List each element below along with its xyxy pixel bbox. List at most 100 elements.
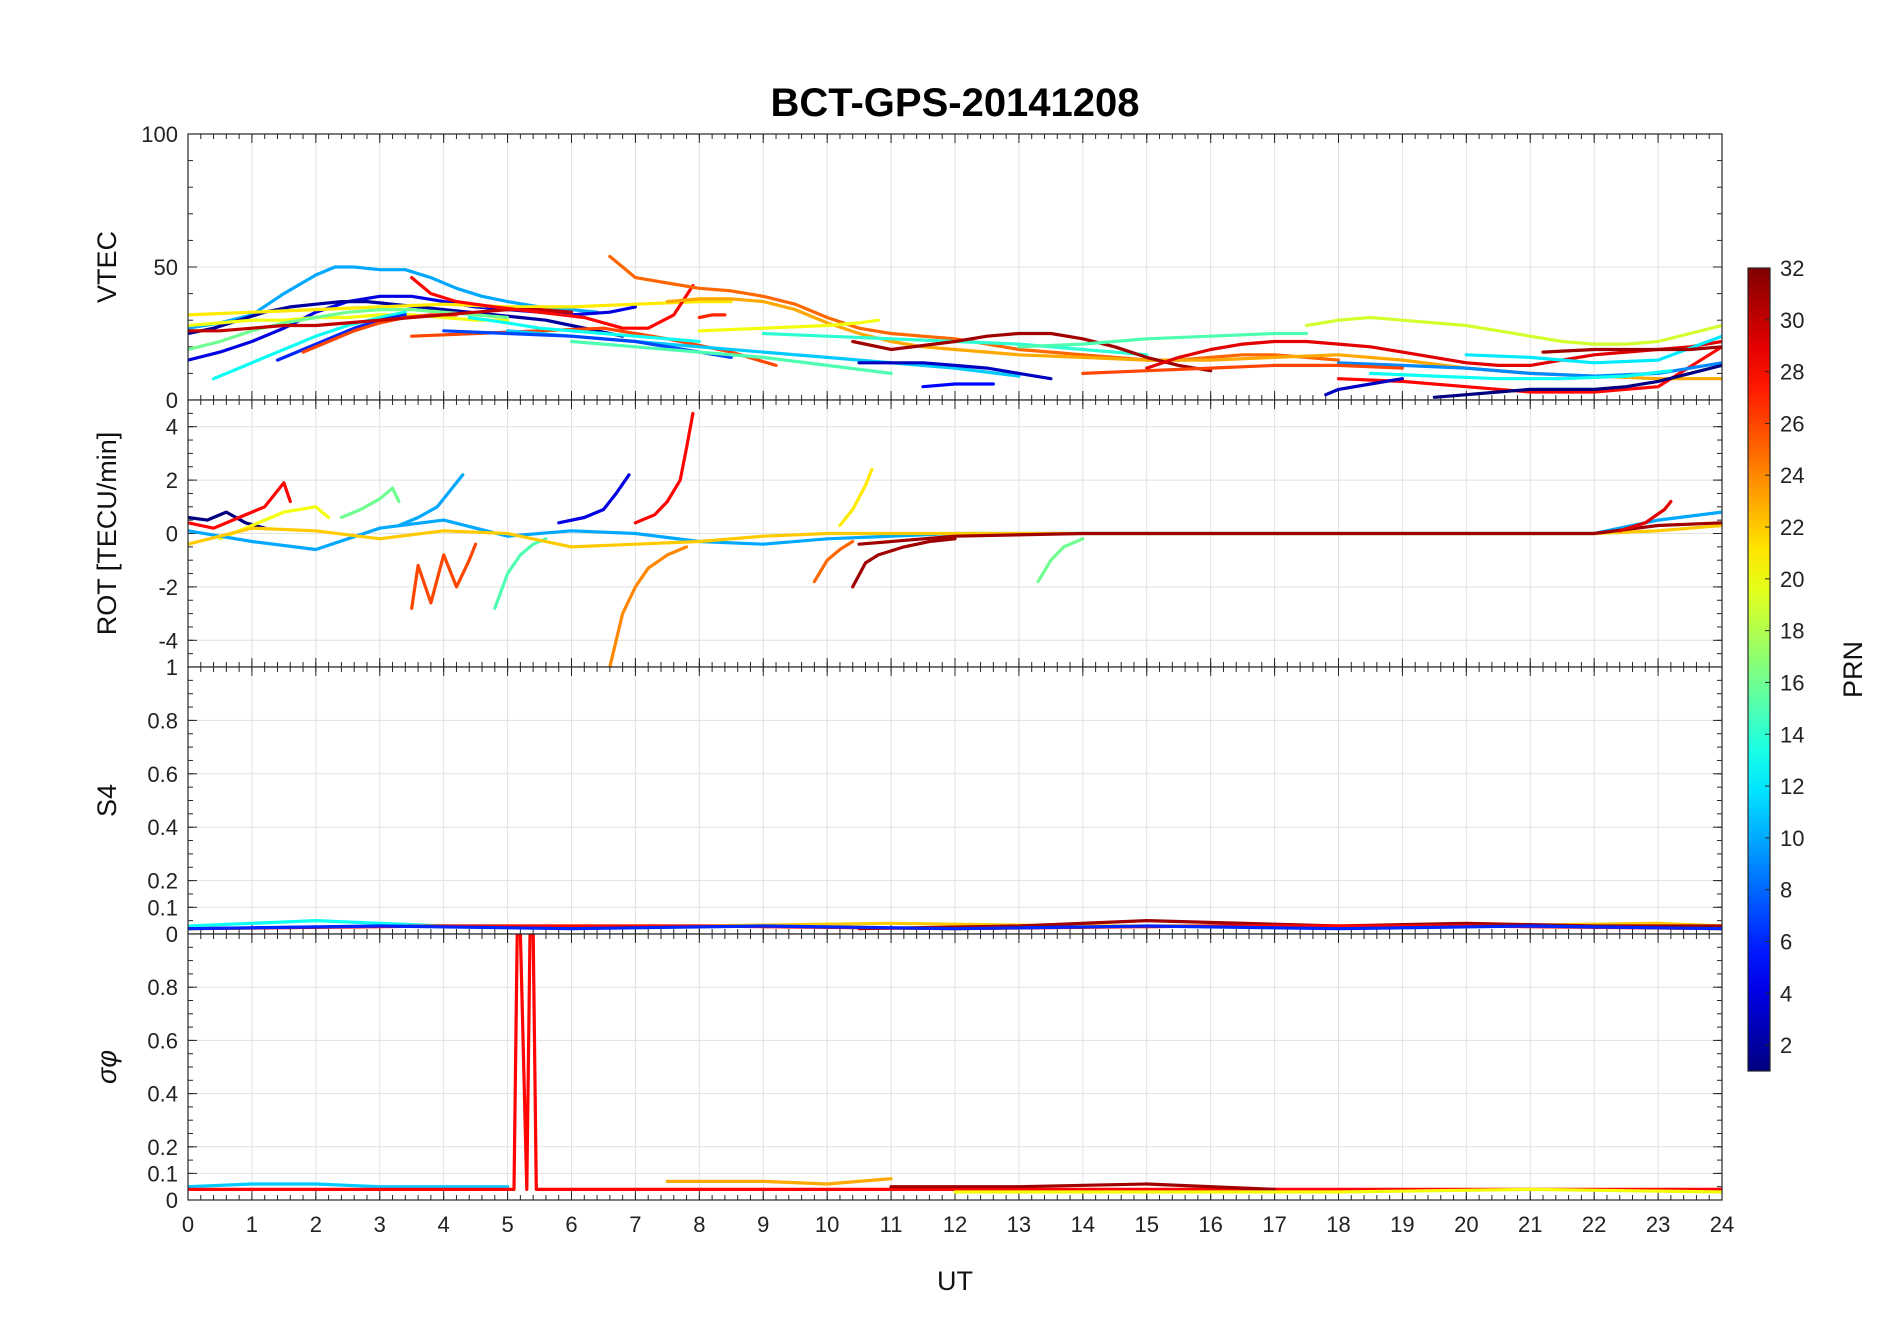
colorbar-frame [1747,267,1771,1072]
series-line-prn-10 [397,473,465,528]
colorbar-tick-label: 16 [1780,670,1804,695]
x-tick-label: 1 [246,1212,258,1237]
y-tick-label: 0 [166,522,178,547]
y-tick-label: 0.6 [147,762,178,787]
series-line-prn-11 [188,1182,510,1189]
y-axis-label: ROT [TECU/min] [92,432,122,636]
x-tick-label: 2 [310,1212,322,1237]
series-line-prn-28 [633,411,695,525]
series-line-prn-25 [812,539,855,584]
y-tick-label: 0.8 [147,975,178,1000]
series-line-prn-4 [557,473,631,525]
series-group [188,934,1722,1194]
colorbar-tick-label: 14 [1780,722,1804,747]
colorbar-tick-label: 30 [1780,308,1804,333]
series-line-prn-20 [697,318,880,333]
series-line-prn-13 [467,315,701,344]
series-line-prn-24 [608,545,689,667]
series-line-prn-3 [1324,377,1404,397]
x-tick-label: 24 [1710,1212,1734,1237]
series-line-prn-31 [857,521,1722,546]
series-group [188,254,1722,399]
series-line-prn-20 [188,313,510,328]
series-line-prn-6 [188,924,1722,931]
colorbar-bar [1748,268,1770,1071]
y-tick-label: 4 [166,415,178,440]
x-tick-label: 11 [880,1212,903,1237]
series-line-prn-15 [493,537,548,610]
x-tick-label: 12 [943,1212,967,1237]
y-tick-label: 0.6 [147,1028,178,1053]
series-line-prn-13 [212,310,407,381]
y-tick-label: 0.4 [147,1082,178,1107]
x-tick-label: 15 [1135,1212,1159,1237]
series-line-prn-28 [410,276,695,330]
panel-s4: 00.10.2 0.4 0.6 0.8 1 S4 [92,655,1723,947]
series-line-prn-20 [953,1187,1722,1194]
series-line-prn-16 [339,486,401,520]
y-tick-label: 0 [166,1188,178,1213]
y-tick-label: 0.2 [147,869,178,894]
colorbar-tick-label: 2 [1780,1033,1792,1058]
y-tick-label: 50 [154,255,178,280]
x-tick-label: 22 [1582,1212,1606,1237]
y-tick-label: 100 [141,122,178,147]
y-tick-label: 2 [166,468,178,493]
x-tick-label: 9 [757,1212,769,1237]
series-line-prn-21 [838,467,874,528]
series-line-prn-26 [1081,363,1404,375]
series-line-prn-16 [1036,537,1085,584]
y-tick-label: 1 [166,655,178,680]
x-tick-label: 0 [182,1212,194,1237]
panel-vtec: 0 50 100 VTEC [92,122,1723,413]
y-tick-label: 0 [166,388,178,413]
series-line-prn-31 [1541,345,1722,354]
series-line-prn-29 [1145,339,1722,370]
y-tick-label: 0.1 [147,895,178,920]
x-tick-label: 19 [1390,1212,1414,1237]
colorbar-tick-label: 24 [1780,463,1804,488]
x-tick-label: 14 [1071,1212,1095,1237]
x-tick-label: 8 [693,1212,705,1237]
series-line-prn-31 [851,331,1213,373]
x-tick-label: 4 [438,1212,450,1237]
series-line-prn-27 [697,313,727,320]
series-line-prn-15 [1017,331,1309,349]
series-line-prn-19 [1304,315,1722,346]
series-line-prn-28 [188,481,292,530]
series-line-prn-10 [188,265,599,330]
y-tick-label: 0.1 [147,1161,178,1186]
x-tick-label: 7 [629,1212,641,1237]
x-tick-label: 20 [1454,1212,1478,1237]
colorbar-tick-label: 26 [1780,411,1804,436]
series-line-prn-5 [921,382,995,389]
y-tick-label: 0.4 [147,815,178,840]
colorbar-tick-label: 32 [1780,256,1804,281]
chart-title: BCT-GPS-20141208 [770,81,1139,125]
series-line-prn-12 [1464,334,1722,365]
colorbar-tick-label: 18 [1780,619,1804,644]
series-line-prn-28 [1336,345,1722,394]
y-tick-label: -4 [158,628,178,653]
colorbar-tick-label: 4 [1780,981,1792,1006]
series-line-prn-26 [410,542,478,610]
colorbar-tick-label: 12 [1780,774,1804,799]
y-tick-label: 0 [166,922,178,947]
series-group [188,411,1722,667]
series-line-prn-13 [1368,369,1673,381]
series-line-prn-15 [569,339,893,375]
x-tick-label: 23 [1646,1212,1670,1237]
y-tick-label: -2 [158,575,178,600]
y-tick-label: 0.8 [147,708,178,733]
x-tick-label: 13 [1007,1212,1031,1237]
colorbar-tick-label: 8 [1780,878,1792,903]
colorbar-tick-label: 28 [1780,360,1804,385]
colorbar-tick-label: 22 [1780,515,1804,540]
series-group [188,919,1722,931]
y-tick-label: 0.2 [147,1135,178,1160]
x-tick-label: 5 [501,1212,513,1237]
series-line-prn-3 [857,361,1053,381]
